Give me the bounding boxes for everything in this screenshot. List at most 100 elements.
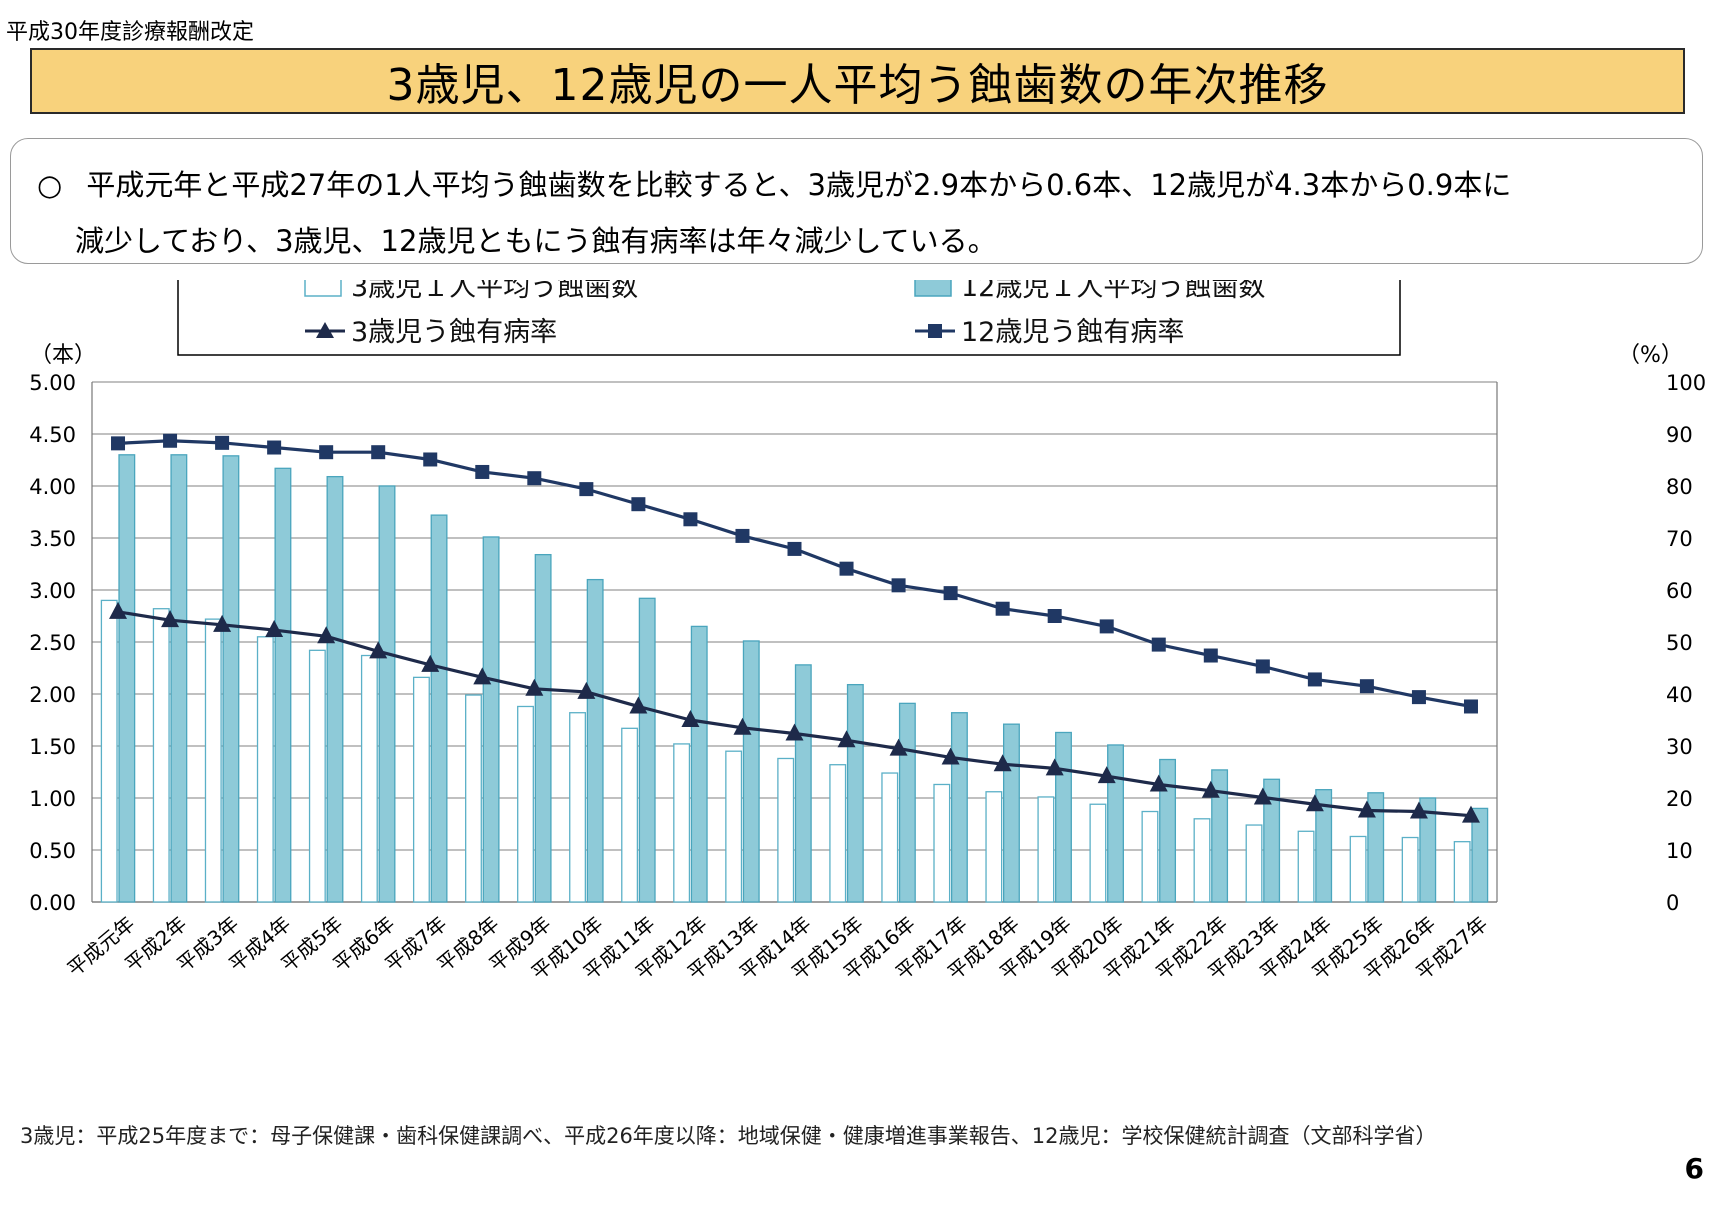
bar-3yo-teeth — [1297, 830, 1315, 903]
y-right-tick-label: 10 — [1666, 839, 1693, 863]
point-3yo-prevalence — [785, 723, 804, 741]
bar-12yo-teeth — [378, 485, 396, 903]
legend-triangle-marker — [316, 322, 334, 338]
page-title: 3歳児、12歳児の一人平均う蝕歯数の年次推移 — [30, 48, 1685, 114]
dental-caries-chart: 3歳児１人平均う蝕歯数 12歳児１人平均う蝕歯数 3歳児う蝕有病率 12歳児う蝕有病率… — [29, 280, 1706, 985]
bar-3yo-teeth — [1453, 841, 1471, 903]
point-12yo-prevalence — [371, 445, 386, 460]
bar-3yo-teeth — [308, 649, 326, 903]
point-3yo-prevalence — [993, 754, 1012, 772]
bar-12yo-teeth — [950, 712, 968, 903]
summary-line-1: 平成元年と平成27年の1人平均う蝕歯数を比較すると、3歳児が2.9本から0.6本… — [86, 168, 1512, 202]
bar-12yo-teeth — [586, 578, 604, 903]
point-12yo-prevalence — [267, 440, 282, 455]
point-12yo-prevalence — [423, 452, 438, 467]
bar-12yo-teeth — [690, 625, 708, 903]
bullet-circle-icon: ○ — [37, 168, 63, 202]
bar-12yo-teeth — [326, 475, 344, 903]
bar-12yo-teeth — [274, 467, 292, 903]
bar-12yo-teeth — [482, 536, 500, 903]
bar-12yo-teeth — [118, 454, 136, 903]
point-3yo-prevalence — [941, 747, 960, 765]
point-12yo-prevalence — [215, 435, 230, 450]
point-3yo-prevalence — [733, 717, 752, 735]
page-title-text: 3歳児、12歳児の一人平均う蝕歯数の年次推移 — [386, 60, 1329, 111]
point-12yo-prevalence — [1307, 672, 1322, 687]
y-left-tick-label: 4.50 — [29, 423, 76, 447]
bar-12yo-teeth — [794, 664, 812, 903]
y-right-tick-label: 100 — [1666, 371, 1706, 395]
y-left-tick-label: 5.00 — [29, 371, 76, 395]
bar-3yo-teeth — [100, 599, 118, 903]
bar-12yo-teeth — [534, 553, 552, 903]
point-12yo-prevalence — [787, 541, 802, 556]
legend-frame — [177, 280, 1401, 356]
y-left-tick-label: 0.00 — [29, 891, 76, 915]
chart-lines — [109, 433, 1480, 823]
bar-3yo-teeth — [1193, 818, 1211, 903]
bar-3yo-teeth — [256, 636, 274, 903]
y-right-tick-label: 30 — [1666, 735, 1693, 759]
bar-3yo-teeth — [1037, 796, 1055, 903]
bar-3yo-teeth — [881, 772, 899, 903]
bar-3yo-teeth — [725, 750, 743, 903]
bar-3yo-teeth — [1245, 824, 1263, 903]
bar-12yo-teeth — [638, 597, 656, 903]
bar-3yo-teeth — [204, 618, 222, 903]
point-3yo-prevalence — [473, 667, 492, 685]
bar-12yo-teeth — [1419, 797, 1437, 903]
y-left-tick-label: 1.50 — [29, 735, 76, 759]
legend-label: 3歳児１人平均う蝕歯数 — [351, 280, 638, 303]
point-12yo-prevalence — [1099, 619, 1114, 634]
bar-12yo-teeth — [430, 514, 448, 903]
point-3yo-prevalence — [369, 641, 388, 659]
point-12yo-prevalence — [995, 601, 1010, 616]
bar-3yo-teeth — [829, 764, 847, 903]
point-3yo-prevalence — [213, 614, 232, 632]
x-tick-label: 平成元年 — [63, 911, 140, 981]
y-right-tick-label: 20 — [1666, 787, 1693, 811]
bar-3yo-teeth — [1141, 810, 1159, 903]
bar-12yo-teeth — [898, 702, 916, 903]
bar-12yo-teeth — [1315, 789, 1333, 903]
bar-3yo-teeth — [621, 727, 639, 903]
bar-3yo-teeth — [152, 608, 170, 903]
chart-legend: 3歳児１人平均う蝕歯数 12歳児１人平均う蝕歯数 3歳児う蝕有病率 12歳児う蝕有病率 — [177, 280, 1401, 356]
bar-3yo-teeth — [569, 712, 587, 903]
summary-box: ○ 平成元年と平成27年の1人平均う蝕歯数を比較すると、3歳児が2.9本から0.6… — [10, 138, 1703, 264]
point-3yo-prevalence — [1461, 805, 1480, 823]
bar-12yo-teeth — [1159, 758, 1177, 903]
point-12yo-prevalence — [579, 482, 594, 497]
bar-12yo-teeth — [1107, 744, 1124, 903]
legend-square-marker — [928, 324, 942, 338]
bar-12yo-teeth — [1367, 792, 1385, 903]
legend-label: 12歳児う蝕有病率 — [961, 317, 1184, 348]
bar-3yo-teeth — [360, 654, 378, 903]
point-3yo-prevalence — [1409, 801, 1428, 819]
point-12yo-prevalence — [631, 497, 646, 512]
point-3yo-prevalence — [889, 738, 908, 756]
bar-3yo-teeth — [517, 705, 534, 903]
point-3yo-prevalence — [681, 710, 700, 727]
point-12yo-prevalence — [943, 586, 958, 601]
legend-swatch-bar — [914, 280, 952, 297]
point-12yo-prevalence — [1203, 648, 1218, 663]
y-left-tick-label: 4.00 — [29, 475, 76, 499]
y-left-tick-label: 2.00 — [29, 683, 76, 707]
bar-12yo-teeth — [1263, 778, 1281, 903]
bar-12yo-teeth — [170, 454, 188, 903]
chart-bars — [100, 454, 1489, 903]
y-right-tick-label: 60 — [1666, 579, 1693, 603]
point-3yo-prevalence — [1357, 800, 1376, 818]
point-12yo-prevalence — [475, 464, 490, 479]
legend-label: 3歳児う蝕有病率 — [351, 317, 557, 348]
point-12yo-prevalence — [1359, 679, 1374, 694]
point-3yo-prevalence — [1149, 774, 1168, 792]
point-12yo-prevalence — [111, 436, 126, 451]
source-note: 3歳児：平成25年度まで：母子保健課・歯科保健課調べ、平成26年度以降：地域保健… — [20, 1124, 1437, 1148]
bar-3yo-teeth — [777, 757, 795, 903]
y-right-tick-label: 70 — [1666, 527, 1693, 551]
point-3yo-prevalence — [109, 601, 128, 619]
bar-12yo-teeth — [846, 683, 864, 903]
point-12yo-prevalence — [1463, 699, 1478, 714]
